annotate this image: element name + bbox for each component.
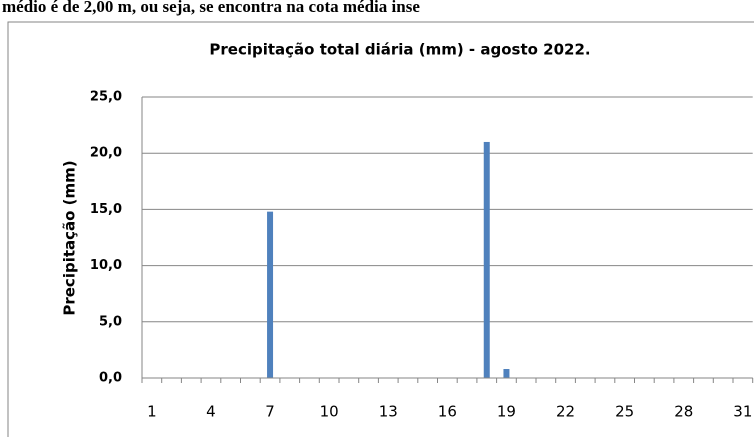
bar: [503, 369, 510, 378]
bar: [483, 141, 490, 378]
y-tick-label: 25,0: [90, 90, 122, 105]
y-axis-label: Precipitação (mm): [61, 160, 79, 315]
y-tick-label: 0,0: [99, 371, 122, 386]
y-tick-label: 15,0: [90, 202, 122, 217]
x-tick-label: 4: [206, 403, 216, 421]
x-tick-label: 31: [733, 403, 752, 421]
x-tick-label: 19: [497, 403, 516, 421]
x-tick-label: 25: [615, 403, 634, 421]
chart-title: Precipitação total diária (mm) - agosto …: [209, 41, 590, 59]
x-tick-label: 28: [674, 403, 693, 421]
y-tick-label: 10,0: [90, 258, 122, 273]
bar: [267, 211, 274, 378]
y-tick-label: 5,0: [99, 314, 122, 329]
x-tick-label: 10: [320, 403, 339, 421]
x-tick-label: 16: [438, 403, 457, 421]
x-tick-label: 13: [379, 403, 398, 421]
y-tick-label: 20,0: [90, 146, 122, 161]
x-tick-label: 1: [147, 403, 157, 421]
chart-border: [7, 21, 754, 437]
x-tick-label: 7: [265, 403, 275, 421]
page-text: médio é de 2,00 m, ou seja, se encontra …: [2, 0, 420, 16]
x-tick-label: 22: [556, 403, 575, 421]
